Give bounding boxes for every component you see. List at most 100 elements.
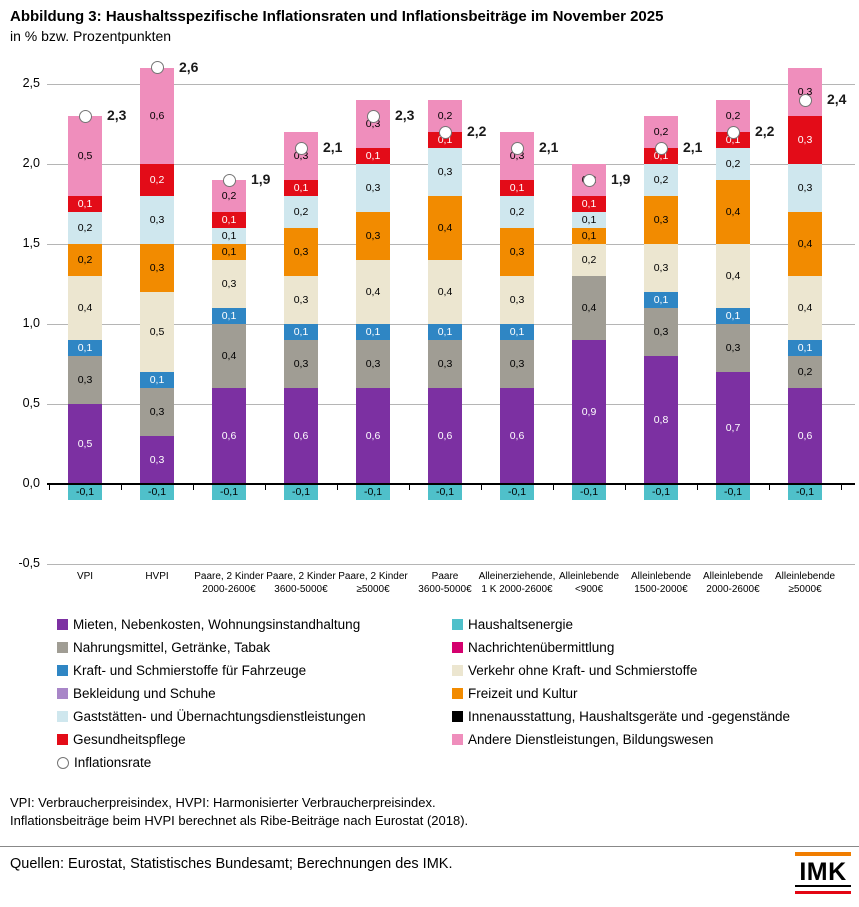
bar-segment: 0,4 — [716, 180, 750, 244]
segment-value-label: 0,3 — [293, 358, 309, 370]
bar-segment: 0,1 — [428, 324, 462, 340]
bar-segment: 0,2 — [140, 164, 174, 196]
x-axis-label: HVPI — [145, 571, 169, 582]
bar-segment: 0,3 — [644, 244, 678, 292]
bar-segment: 0,4 — [788, 212, 822, 276]
figure-title: Abbildung 3: Haushaltsspezifische Inflat… — [10, 8, 664, 25]
inflation-rate-marker — [294, 141, 308, 155]
bar-segment: 0,3 — [500, 228, 534, 276]
segment-value-label: 0,4 — [725, 206, 741, 218]
x-axis-label: VPI — [76, 571, 94, 582]
inflation-rate-label: 1,9 — [611, 171, 631, 187]
inflation-rate-label: 2,1 — [323, 139, 343, 155]
x-axis-label: Alleinlebende ≥5000€ — [774, 571, 836, 595]
bar-segment: 0,3 — [716, 324, 750, 372]
x-axis-tick — [625, 484, 626, 490]
bar-segment: 0,1 — [356, 324, 390, 340]
segment-value-label: 0,2 — [509, 206, 525, 218]
segment-value-label: -0,1 — [507, 486, 527, 498]
legend-item: Inflationsrate — [57, 751, 447, 774]
bar-segment: 0,4 — [428, 196, 462, 260]
segment-value-label: 0,6 — [437, 430, 453, 442]
segment-value-label: 0,3 — [77, 374, 93, 386]
segment-value-label: 0,3 — [797, 86, 813, 98]
legend-swatch-icon — [57, 688, 68, 699]
bar-segment: 0,2 — [644, 164, 678, 196]
segment-value-label: 0,2 — [221, 190, 237, 202]
source-line: Quellen: Eurostat, Statistisches Bundesa… — [10, 856, 453, 872]
bar-segment: 0,4 — [428, 260, 462, 324]
segment-value-label: -0,1 — [723, 486, 743, 498]
x-axis-tick — [49, 484, 50, 490]
segment-value-label: 0,2 — [581, 254, 597, 266]
bar-segment: 0,5 — [140, 292, 174, 372]
segment-value-label: 0,6 — [293, 430, 309, 442]
gridline — [47, 84, 855, 85]
legend-swatch-icon — [452, 711, 463, 722]
segment-value-label: 0,2 — [653, 174, 669, 186]
inflation-rate-marker — [78, 109, 92, 123]
x-axis-tick — [481, 484, 482, 490]
inflation-rate-marker — [438, 125, 452, 139]
segment-value-label: -0,1 — [219, 486, 239, 498]
segment-value-label: 0,3 — [437, 166, 453, 178]
inflation-rate-label: 2,2 — [467, 123, 487, 139]
segment-value-label: 0,3 — [149, 406, 165, 418]
bar-segment: 0,1 — [644, 148, 678, 164]
segment-value-label: 0,1 — [221, 246, 237, 258]
bar-segment: 0,3 — [356, 100, 390, 148]
segment-value-label: 0,3 — [437, 358, 453, 370]
segment-value-label: 0,6 — [365, 430, 381, 442]
segment-value-label: 0,3 — [293, 294, 309, 306]
legend-swatch-icon — [57, 665, 68, 676]
segment-value-label: 0,2 — [797, 366, 813, 378]
bar-segment: 0,1 — [500, 324, 534, 340]
inflation-rate-marker — [222, 173, 236, 187]
bar-segment: 0,1 — [644, 292, 678, 308]
footnote-definitions: VPI: Verbraucherpreisindex, HVPI: Harmon… — [10, 795, 436, 810]
legend-item: Verkehr ohne Kraft- und Schmierstoffe — [452, 659, 852, 682]
bar-segment: 0,3 — [644, 308, 678, 356]
segment-value-label: 0,3 — [293, 150, 309, 162]
bar-segment: 0,5 — [68, 404, 102, 484]
segment-value-label: 0,3 — [509, 294, 525, 306]
segment-value-label: 0,1 — [221, 310, 237, 322]
bar-segment: 0,4 — [716, 244, 750, 308]
legend-label: Kraft- und Schmierstoffe für Fahrzeuge — [73, 663, 307, 678]
inflation-rate-marker — [366, 109, 380, 123]
x-axis-label: Alleinlebende <900€ — [558, 571, 620, 595]
segment-value-label: 0,3 — [653, 326, 669, 338]
bar-segment: 0,2 — [68, 212, 102, 244]
bar-segment: 0,2 — [572, 244, 606, 276]
bar-segment: 0,3 — [140, 388, 174, 436]
legend-item: Gesundheitspflege — [57, 728, 447, 751]
inflation-rate-marker — [654, 141, 668, 155]
segment-value-label: 0,3 — [365, 230, 381, 242]
legend-column-left: Mieten, Nebenkosten, Wohnungsinstandhalt… — [57, 613, 447, 774]
legend-swatch-icon — [452, 665, 463, 676]
segment-value-label: -0,1 — [363, 486, 383, 498]
x-axis-label: Paare 3600-5000€ — [418, 571, 472, 595]
stacked-bar-chart: 0,5 0,3 0,1 0,4 0,2 0,2 0,1 0,5 -0,1 VPI 0,3 0,3 0,1… — [0, 59, 859, 608]
bar-segment: 0,1 — [356, 148, 390, 164]
bar-segment: 0,1 — [68, 340, 102, 356]
bar-segment: -0,1 — [644, 484, 678, 500]
legend-label: Mieten, Nebenkosten, Wohnungsinstandhalt… — [73, 617, 361, 632]
bar-segment: 0,4 — [788, 276, 822, 340]
bar-segment: -0,1 — [500, 484, 534, 500]
bar-segment: 0,3 — [140, 436, 174, 484]
segment-value-label: 0,3 — [221, 278, 237, 290]
y-axis-label: 2,5 — [22, 76, 40, 90]
x-axis-tick — [265, 484, 266, 490]
x-axis-tick — [769, 484, 770, 490]
x-axis-tick — [553, 484, 554, 490]
segment-value-label: 0,4 — [77, 302, 93, 314]
segment-value-label: 0,1 — [221, 214, 237, 226]
segment-value-label: 0,1 — [725, 134, 741, 146]
bar-segment: 0,6 — [140, 68, 174, 164]
segment-value-label: 0,3 — [653, 214, 669, 226]
legend-item: Innenausstattung, Haushaltsgeräte und -g… — [452, 705, 852, 728]
y-axis-label: 1,5 — [22, 236, 40, 250]
segment-value-label: 0,2 — [725, 110, 741, 122]
